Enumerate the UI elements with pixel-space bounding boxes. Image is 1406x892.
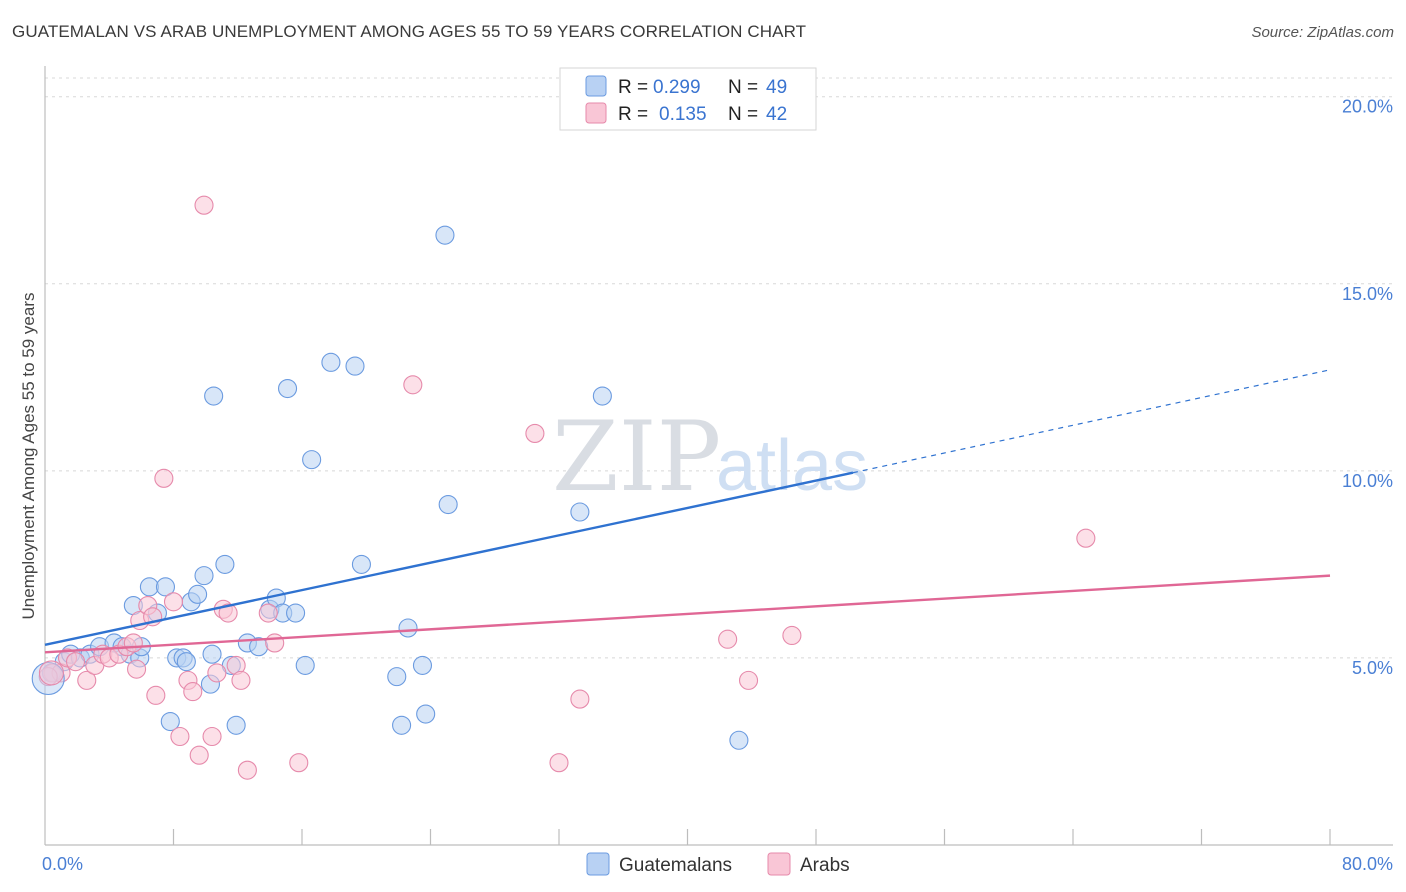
point-guatemalans-15 (160, 711, 180, 732)
point-arabs-10 (123, 633, 143, 653)
point-guatemalans-38 (345, 356, 365, 376)
point-guatemalans-42 (398, 618, 418, 638)
legend-n-label-arabs: N = (728, 104, 758, 125)
point-guatemalans-14 (155, 577, 176, 597)
series-legend-label-arabs: Arabs (800, 855, 850, 876)
point-guatemalans-36 (302, 450, 322, 470)
source-label: Source: ZipAtlas.com (1251, 24, 1394, 41)
point-guatemalans-39 (351, 554, 371, 574)
point-guatemalans-44 (416, 704, 436, 724)
series-legend-label-guatemalans: Guatemalans (619, 855, 732, 876)
point-arabs-3 (65, 652, 86, 672)
point-arabs-29 (237, 760, 257, 780)
point-arabs-28 (231, 670, 251, 690)
point-cluster-arabs (38, 660, 64, 686)
point-arabs-33 (403, 375, 423, 395)
point-guatemalans-27 (226, 715, 246, 735)
y-tick-label-3: 20.0% (1342, 97, 1393, 117)
legend: R = 0.299 N = 49 R = 0.135 N = 42 (559, 67, 817, 131)
y-tick-label-1: 10.0% (1342, 471, 1393, 491)
point-arabs-35 (549, 753, 569, 773)
point-arabs-21 (189, 745, 209, 765)
point-guatemalans-41 (392, 715, 412, 735)
y-axis-title: Unemployment Among Ages 55 to 59 years (19, 293, 38, 620)
point-arabs-36 (570, 689, 590, 709)
grid-lines (45, 77, 1393, 659)
point-arabs-18 (170, 726, 190, 747)
point-guatemalans-24 (204, 386, 224, 406)
legend-n-value-guatemalans: 49 (766, 77, 787, 98)
legend-r-value-guatemalans: 0.299 (653, 77, 701, 98)
x-tick-label-1: 80.0% (1342, 854, 1393, 874)
point-arabs-15 (146, 685, 166, 705)
point-arabs-26 (218, 603, 238, 623)
trend-lines (44, 369, 1331, 654)
legend-r-label-arabs: R = (618, 104, 648, 125)
point-arabs-4 (77, 670, 97, 690)
point-arabs-38 (738, 670, 759, 690)
point-guatemalans-35 (295, 655, 315, 675)
point-arabs-31 (265, 633, 285, 653)
point-guatemalans-37 (321, 352, 341, 372)
legend-swatch-arabs (585, 102, 607, 124)
point-guatemalans-18 (176, 652, 196, 672)
y-tick-label-0: 5.0% (1352, 658, 1393, 678)
watermark: ZIP atlas (552, 401, 868, 513)
point-guatemalans-47 (570, 502, 590, 522)
point-guatemalans-46 (438, 494, 458, 515)
point-guatemalans-33 (277, 378, 298, 399)
legend-r-value-arabs: 0.135 (659, 104, 707, 125)
point-arabs-23 (202, 726, 222, 747)
point-arabs-30 (258, 603, 278, 623)
point-arabs-11 (127, 659, 147, 679)
point-arabs-17 (163, 592, 184, 612)
x-tick-labels: 0.0% 80.0% (42, 854, 1393, 874)
legend-n-value-arabs: 42 (766, 104, 787, 125)
legend-swatch-guatemalans (585, 75, 607, 97)
point-arabs-34 (525, 423, 545, 443)
legend-r-label-guatemalans: R = (618, 77, 648, 98)
chart-title: GUATEMALAN VS ARAB UNEMPLOYMENT AMONG AG… (12, 22, 807, 41)
axes (44, 66, 1393, 846)
point-arabs-16 (154, 468, 174, 488)
data-points (31, 195, 1096, 780)
point-guatemalans-21 (194, 566, 214, 586)
point-guatemalans-40 (387, 667, 407, 687)
x-tick-label-0: 0.0% (42, 854, 83, 874)
point-arabs-24 (207, 663, 227, 683)
trend-line-arabs (44, 574, 1331, 654)
point-arabs-22 (194, 195, 214, 215)
legend-n-label-guatemalans: N = (728, 77, 758, 98)
point-arabs-40 (1076, 528, 1096, 548)
point-guatemalans-25 (215, 554, 235, 574)
point-guatemalans-48 (592, 386, 612, 406)
y-tick-label-2: 15.0% (1342, 284, 1393, 304)
point-arabs-32 (289, 753, 309, 773)
series-legend: Guatemalans Arabs (586, 852, 850, 876)
series-legend-swatch-guatemalans (586, 852, 610, 876)
watermark-zip: ZIP (552, 401, 721, 513)
point-arabs-20 (183, 682, 203, 702)
point-guatemalans-43 (412, 655, 433, 675)
point-arabs-39 (782, 625, 802, 646)
trend-line-guatemalans (44, 471, 854, 647)
point-guatemalans-34 (286, 603, 306, 623)
point-arabs-37 (718, 629, 738, 649)
point-guatemalans-20 (188, 584, 208, 604)
point-guatemalans-23 (202, 644, 222, 664)
watermark-atlas: atlas (716, 426, 868, 506)
trend-line-dashed-guatemalans (852, 369, 1331, 474)
point-guatemalans-49 (729, 730, 749, 750)
series-legend-swatch-arabs (767, 852, 791, 876)
point-guatemalans-12 (139, 577, 159, 597)
point-guatemalans-45 (435, 225, 455, 245)
y-tick-labels: 5.0% 10.0% 15.0% 20.0% (1342, 97, 1393, 678)
